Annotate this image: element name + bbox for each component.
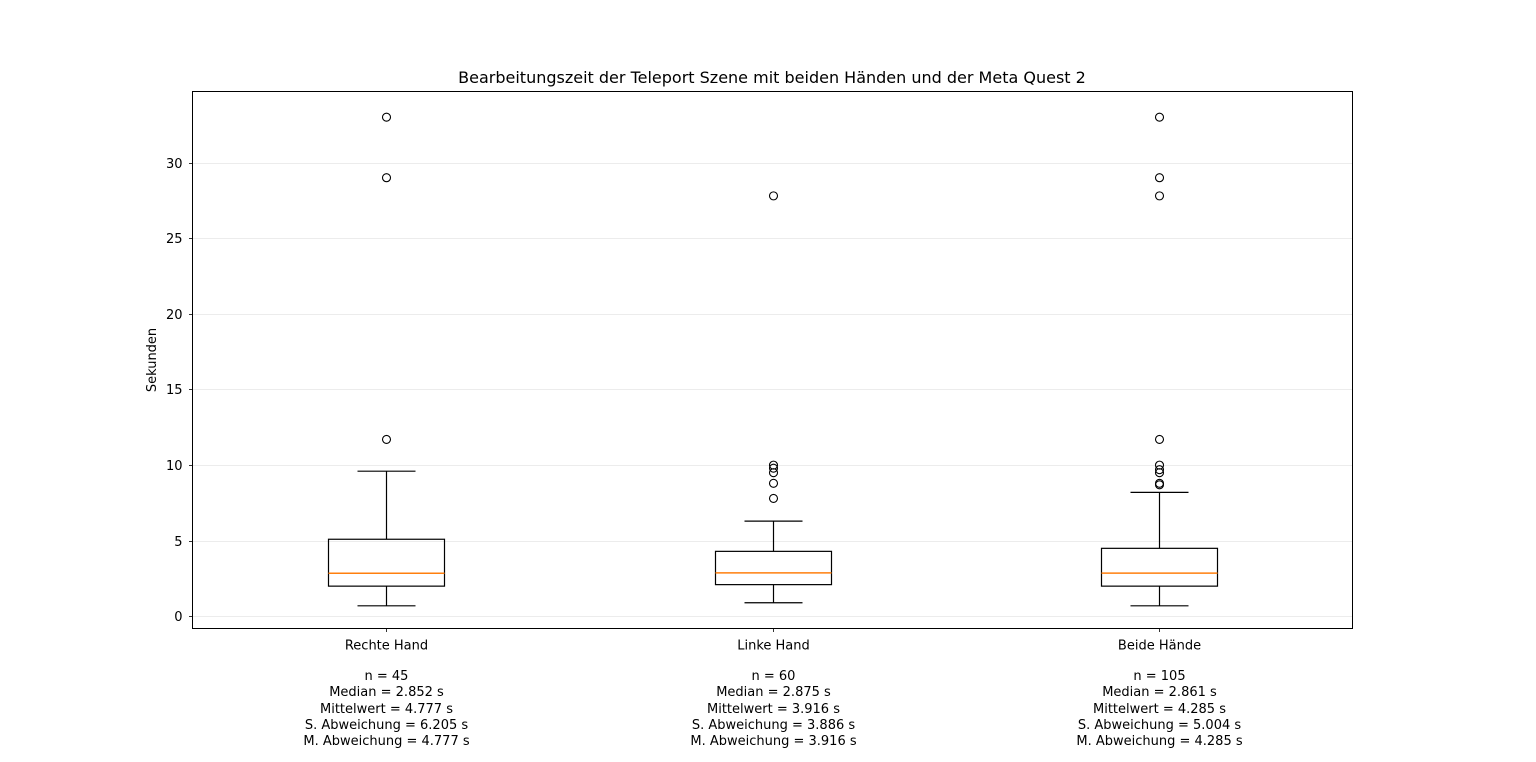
- stats-block: n = 105 Median = 2.861 s Mittelwert = 4.28…: [1030, 669, 1290, 750]
- outlier-point: [381, 173, 392, 183]
- box-1: [327, 112, 446, 607]
- iqr-box: [1100, 547, 1219, 587]
- stats-block: n = 45 Median = 2.852 s Mittelwert = 4.777…: [257, 669, 517, 750]
- outlier-point: [1154, 112, 1165, 122]
- axis-ticks: 0 5 10 15 20 25 30 Rechte Hand Linke Hand Beide H…: [166, 157, 1201, 654]
- y-tick-label: 30: [166, 157, 183, 172]
- y-axis-label: Sekunden: [145, 328, 160, 392]
- stats-block: n = 60 Median = 2.875 s Mittelwert = 3.916…: [644, 669, 904, 750]
- stats-line: M. Abweichung = 4.777 s: [303, 734, 470, 750]
- outlier-point: [1154, 478, 1165, 488]
- outlier-point: [768, 191, 779, 201]
- stats-line: n = 45: [364, 669, 409, 684]
- y-tick-label: 5: [174, 535, 182, 550]
- x-tick-label: Rechte Hand: [345, 639, 428, 654]
- outlier-point: [768, 478, 779, 488]
- stats-line: Median = 2.875 s: [716, 685, 831, 701]
- stats-line: Median = 2.852 s: [329, 685, 444, 701]
- y-tick-label: 20: [166, 308, 183, 323]
- outlier-point: [1154, 191, 1165, 201]
- box-3: [1100, 112, 1219, 607]
- stats-line: Mittelwert = 4.285 s: [1093, 701, 1226, 717]
- outlier-point: [768, 493, 779, 503]
- stats-line: M. Abweichung = 3.916 s: [690, 734, 857, 750]
- y-tick-label: 10: [166, 459, 183, 474]
- stats-line: n = 105: [1133, 669, 1186, 684]
- chart-title: Bearbeitungszeit der Teleport Szene mit …: [458, 68, 1086, 87]
- outlier-point: [768, 460, 779, 470]
- outlier-point: [1154, 460, 1165, 470]
- outlier-point: [381, 434, 392, 444]
- stats-line: S. Abweichung = 3.886 s: [691, 717, 856, 733]
- outlier-point: [381, 112, 392, 122]
- box-2: [714, 191, 833, 604]
- stats-line: S. Abweichung = 6.205 s: [304, 717, 469, 733]
- iqr-box: [714, 550, 833, 586]
- stats-line: M. Abweichung = 4.285 s: [1076, 734, 1243, 750]
- outlier-point: [768, 463, 779, 473]
- stats-line: Mittelwert = 4.777 s: [320, 701, 453, 717]
- stats-line: Median = 2.861 s: [1102, 685, 1217, 701]
- outlier-point: [1154, 465, 1165, 475]
- plot-frame: [192, 91, 1353, 629]
- stats-line: S. Abweichung = 5.004 s: [1077, 717, 1242, 733]
- iqr-box: [327, 538, 446, 587]
- gridlines: [192, 163, 1353, 617]
- y-tick-label: 15: [166, 383, 183, 398]
- outlier-point: [1154, 434, 1165, 444]
- stats-line: Mittelwert = 3.916 s: [707, 701, 840, 717]
- y-tick-label: 25: [166, 232, 183, 247]
- stats-line: n = 60: [751, 669, 796, 684]
- outlier-point: [1154, 173, 1165, 183]
- x-tick-label: Beide Hände: [1118, 639, 1201, 654]
- y-tick-label: 0: [174, 610, 182, 625]
- boxes: [327, 112, 1219, 607]
- x-tick-label: Linke Hand: [737, 639, 810, 654]
